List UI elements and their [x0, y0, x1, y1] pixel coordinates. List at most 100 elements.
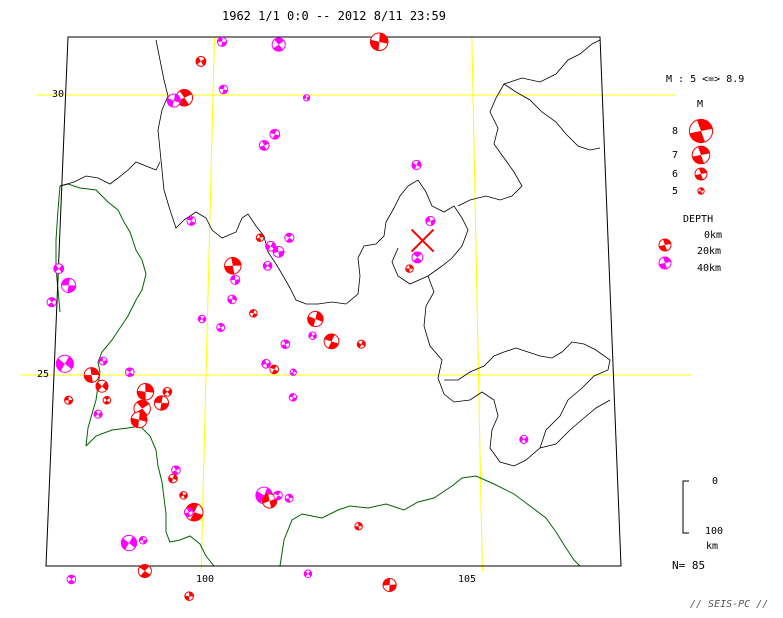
event-7 — [166, 93, 181, 108]
event-31 — [308, 331, 317, 341]
border-ne — [457, 39, 601, 207]
legend-mag-symbol-8 — [688, 118, 714, 144]
focal-quadrant — [307, 570, 312, 577]
focal-quadrant — [304, 571, 308, 577]
legend-mag-8: 8 — [672, 126, 678, 137]
focal-quadrant — [68, 399, 73, 405]
legend-depth-symbols — [658, 238, 672, 270]
focal-quadrant — [697, 119, 713, 131]
event-26 — [227, 294, 237, 305]
focal-quadrant — [101, 381, 108, 391]
magnitude-depth-legend: M : 5 <=> 8.9 M 8 7 6 5 DEPTH 0km 20km 4… — [658, 74, 744, 274]
focal-quadrant — [312, 333, 317, 340]
event-60 — [284, 493, 294, 503]
legend-depth-20: 20km — [697, 246, 721, 257]
focal-quadrant — [61, 278, 70, 286]
event-38 — [55, 354, 74, 373]
scale-bar — [682, 480, 689, 534]
event-13 — [186, 216, 197, 226]
focal-quadrant — [425, 216, 431, 223]
event-41 — [83, 367, 100, 383]
focal-quadrant — [659, 263, 668, 269]
focal-quadrant — [409, 264, 414, 269]
event-24 — [61, 277, 77, 294]
focal-quadrant — [230, 275, 236, 281]
event-37 — [289, 368, 297, 376]
focal-quadrant — [270, 365, 277, 370]
event-42 — [95, 379, 109, 393]
event-11 — [411, 159, 422, 171]
focal-quadrant — [290, 372, 295, 376]
focal-quadrant — [64, 396, 69, 401]
event-45 — [136, 383, 155, 401]
coordinate-labels: 30 25 100 105 — [37, 89, 476, 585]
event-46 — [162, 386, 173, 397]
event-14 — [255, 233, 265, 243]
event-53 — [168, 473, 178, 484]
event-28 — [249, 309, 258, 318]
legend-depth-symbol-deep — [658, 256, 672, 270]
focal-quadrant — [68, 575, 75, 580]
focal-quadrant — [186, 507, 193, 513]
focal-quadrant — [315, 311, 324, 322]
focal-quadrant — [256, 237, 262, 242]
event-36 — [269, 364, 280, 375]
focal-quadrant — [137, 390, 146, 401]
cross-stroke-2 — [410, 228, 435, 253]
focal-quadrant — [252, 313, 258, 318]
focal-quadrant — [154, 395, 163, 403]
focal-quadrant — [126, 372, 134, 377]
focal-quadrant — [306, 96, 310, 101]
legend-magnitude-symbols — [688, 118, 714, 195]
event-50 — [93, 409, 103, 419]
event-59 — [273, 490, 283, 501]
event-40 — [124, 367, 135, 378]
focal-quadrant — [357, 342, 362, 348]
legend-m-title: M — [697, 99, 703, 110]
focal-quadrant — [56, 358, 65, 372]
event-16 — [272, 245, 285, 258]
focal-quadrant — [308, 332, 313, 338]
event-49 — [130, 411, 148, 429]
event-39 — [98, 356, 108, 366]
focal-quadrant — [379, 33, 389, 44]
focal-quadrant — [699, 187, 705, 191]
border-northeast-upper — [503, 83, 601, 151]
focal-quadrant — [224, 265, 235, 275]
focal-quadrant — [179, 491, 184, 498]
event-43 — [64, 395, 74, 405]
event-34 — [356, 339, 366, 349]
focal-quadrant — [227, 298, 233, 304]
focal-quadrant — [67, 285, 76, 293]
focal-quadrant — [104, 396, 110, 401]
focal-quadrant — [265, 243, 271, 251]
event-21 — [411, 251, 424, 264]
focal-quadrant — [286, 237, 294, 243]
event-1 — [216, 36, 228, 47]
lat-label-25: 25 — [37, 369, 49, 380]
focal-quadrant — [274, 38, 285, 45]
focal-quadrant — [126, 367, 133, 373]
focal-quadrant — [184, 512, 191, 517]
event-10 — [258, 140, 270, 151]
event-9 — [269, 128, 281, 140]
event-56 — [183, 507, 194, 518]
legend-mag-symbol-5 — [697, 187, 705, 195]
focal-quadrant — [262, 494, 270, 504]
distance-scale: 0 100 km — [682, 476, 723, 552]
lon-label-105: 105 — [458, 574, 476, 585]
focal-quadrant — [292, 369, 297, 373]
event-58 — [261, 493, 278, 509]
focal-quadrant — [84, 375, 93, 383]
focal-quadrant — [405, 268, 410, 273]
focal-quadrant — [275, 495, 282, 500]
event-32 — [323, 333, 340, 350]
coastline-west — [59, 183, 147, 447]
focal-quadrant — [291, 397, 297, 402]
event-61 — [120, 534, 138, 552]
event-51 — [288, 393, 298, 402]
event-62 — [138, 535, 148, 545]
focal-quadrant — [303, 94, 307, 100]
event-25 — [46, 297, 57, 308]
